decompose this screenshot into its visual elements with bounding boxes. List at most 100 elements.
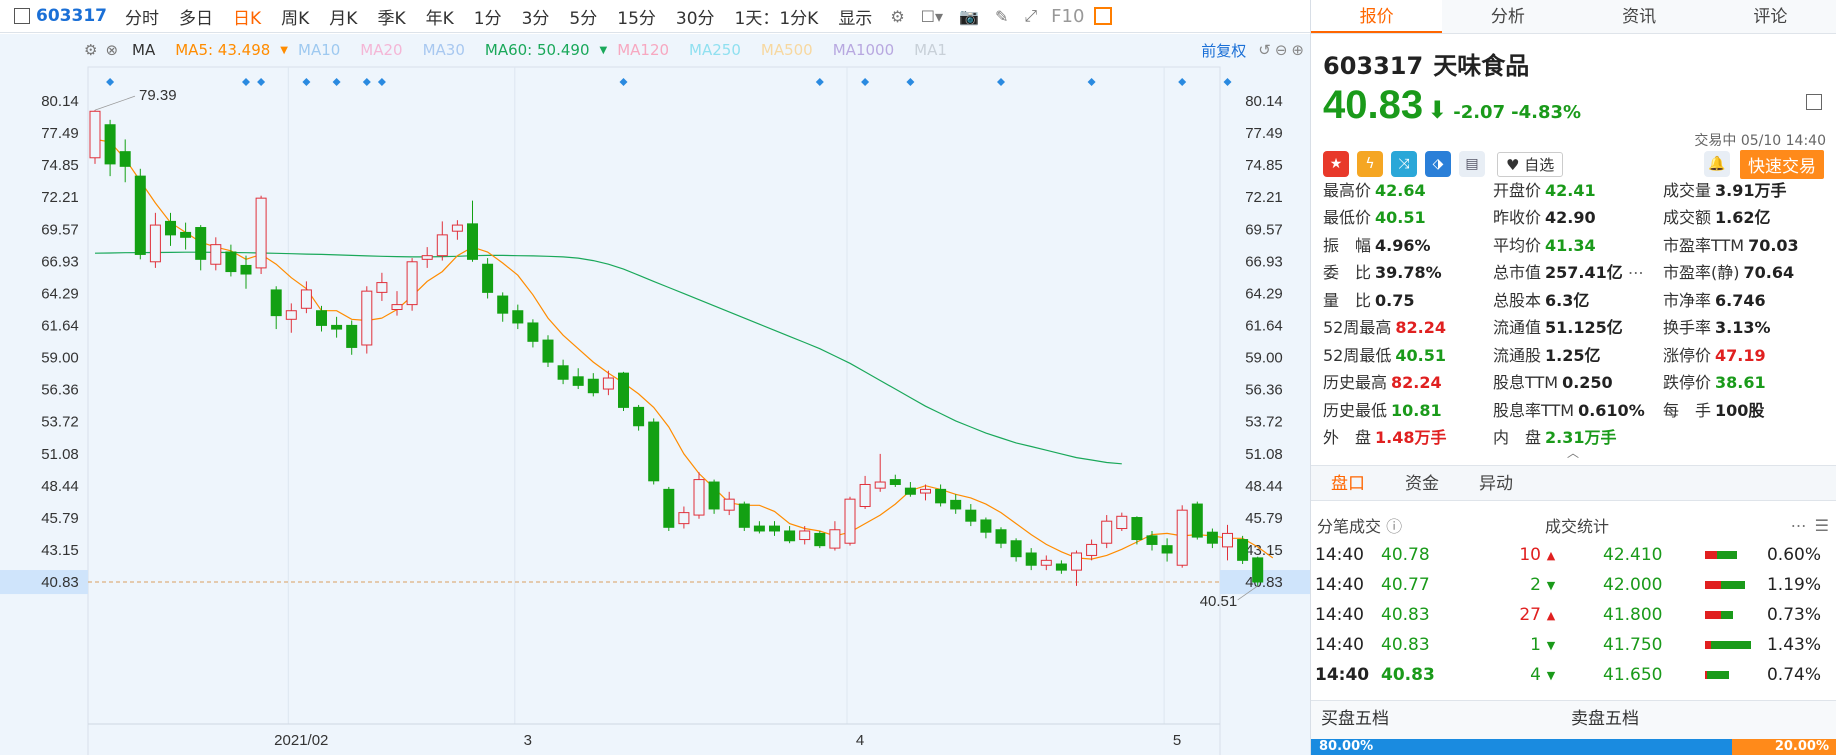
stat-label: 52周最低 [1323, 345, 1392, 365]
period-tab-7[interactable]: 1分 [473, 8, 502, 29]
market-cap-more-icon[interactable]: ⋯ [1622, 263, 1644, 283]
candle-body [1161, 545, 1173, 554]
stat-cell: 涨停价 47.19 [1663, 342, 1833, 366]
tab-quote[interactable]: 报价 [1311, 0, 1443, 33]
stat-label: 市盈率(静) [1663, 263, 1740, 283]
ma30-label[interactable]: MA30 [422, 41, 465, 59]
panel-layout-icon[interactable] [1806, 94, 1822, 110]
stat-pct: 0.74% [1766, 665, 1821, 685]
ma1000-label[interactable]: MA1000 [832, 41, 895, 59]
ma250-label[interactable]: MA250 [689, 41, 741, 59]
bell-icon[interactable]: 🔔 [1704, 151, 1730, 177]
collapse-chevron-icon[interactable]: ︿ [1567, 446, 1580, 460]
ma20-label[interactable]: MA20 [360, 41, 403, 59]
ma1-label[interactable]: MA1 [914, 41, 947, 59]
candle-body [1222, 532, 1233, 548]
stat-label: 涨停价 [1663, 345, 1712, 365]
stat-value: 6.746 [1715, 290, 1766, 310]
sell-volume-bar [1705, 581, 1721, 589]
candle-body [1040, 559, 1052, 566]
period-tab-9[interactable]: 5分 [569, 8, 598, 29]
tab-funds[interactable]: 资金 [1405, 474, 1439, 494]
layout-toggle-icon[interactable] [14, 8, 30, 24]
undo-icon[interactable]: ↺ [1258, 41, 1271, 59]
help-icon[interactable]: ⓘ [1386, 517, 1403, 536]
ma-label[interactable]: MA [132, 41, 156, 59]
ma-settings-icon[interactable]: ⚙ [84, 41, 98, 59]
tab-pankou[interactable]: 盘口 [1331, 474, 1365, 494]
ma120-label[interactable]: MA120 [617, 41, 670, 59]
ma60-dropdown-icon[interactable]: ▼ [599, 44, 608, 56]
lightning-icon[interactable]: ϟ [1357, 151, 1383, 177]
note-icon[interactable]: ▤ [1459, 151, 1485, 177]
candle-body [708, 481, 720, 510]
period-tab-12[interactable]: 1天：1分K [734, 8, 819, 29]
event-marker-icon [377, 78, 386, 86]
candle-body [1237, 539, 1249, 561]
add-watchlist-button[interactable]: ♥ 自选 [1497, 151, 1564, 177]
fuquan-toggle[interactable]: 前复权 [1201, 41, 1247, 60]
f10-button[interactable]: F10 [1051, 5, 1085, 27]
stat-value: 0.250 [1562, 373, 1613, 393]
tag-icon[interactable]: ⬗ [1425, 151, 1451, 177]
tab-news[interactable]: 资讯 [1622, 7, 1657, 27]
candle-body [859, 483, 871, 508]
panel-toggle-icon[interactable] [1094, 7, 1113, 25]
ma5-dropdown-icon[interactable]: ▼ [280, 44, 288, 56]
china-flag-icon[interactable]: ★ [1323, 151, 1349, 177]
period-tab-13[interactable]: 显示 [838, 8, 873, 29]
stat-cell: 振 幅 4.96% [1323, 232, 1493, 256]
period-tab-6[interactable]: 年K [425, 8, 454, 29]
stat-price: 41.750 [1603, 635, 1663, 655]
period-tab-1[interactable]: 多日 [178, 8, 213, 29]
quick-trade-button[interactable]: 快速交易 [1740, 149, 1824, 179]
period-tab-4[interactable]: 月K [329, 8, 358, 29]
stat-cell [1663, 427, 1833, 446]
stat-label: 跌停价 [1663, 373, 1712, 393]
price-change: -2.07 [1453, 102, 1506, 123]
checkbox-dropdown-icon[interactable]: ☐▾ [920, 6, 944, 26]
five-levels-titles: 买盘五档 卖盘五档 [1311, 701, 1836, 731]
shuffle-icon[interactable]: ⤨ [1391, 151, 1417, 177]
stat-value: 10.81 [1391, 400, 1442, 420]
tab-movement[interactable]: 异动 [1479, 474, 1513, 494]
stock-code-label[interactable]: 603317 [36, 6, 107, 26]
zoom-in-icon[interactable]: ⊕ [1291, 41, 1304, 59]
zoom-out-icon[interactable]: ⊖ [1274, 41, 1288, 59]
more-icon[interactable]: ⋯ [1790, 515, 1807, 535]
period-tab-10[interactable]: 15分 [617, 8, 656, 29]
tab-comments[interactable]: 评论 [1753, 7, 1788, 27]
stats-row: 52周最低 40.51 流通股 1.25亿 涨停价 47.19 [1323, 340, 1833, 368]
ma5-value[interactable]: MA5: 43.498 [175, 41, 271, 59]
stat-label: 历史最低 [1323, 400, 1388, 420]
settings-gear-icon[interactable]: ⚙ [890, 6, 905, 26]
ma-close-icon[interactable]: ⊗ [105, 41, 119, 59]
stats-row: 最低价 40.51 昨收价 42.90 成交额 1.62亿 [1323, 203, 1833, 231]
kline-chart-area[interactable]: 80.14 80.14 77.49 77.49 74.85 74.85 72.21 72.21… [0, 34, 1310, 755]
candle-body [467, 223, 478, 260]
period-tab-2[interactable]: 日K [232, 8, 262, 29]
ma-indicator-bar: ⚙ ⊗ MA MA5: 43.498 ▼ MA10 MA20 MA30 MA60… [0, 38, 1310, 62]
stat-value: 6.3亿 [1545, 290, 1590, 310]
ma500-label[interactable]: MA500 [760, 41, 813, 59]
candle-body [874, 481, 886, 489]
camera-icon[interactable]: 📷 [959, 6, 979, 26]
stat-label: 内 盘 [1493, 428, 1542, 448]
pen-draw-icon[interactable]: ✎ [994, 6, 1009, 26]
y-tick-right: 40.83 [1245, 574, 1283, 591]
list-icon[interactable]: ☰ [1814, 515, 1829, 535]
tab-analysis[interactable]: 分析 [1490, 7, 1525, 27]
period-tab-5[interactable]: 季K [377, 8, 406, 29]
period-tab-8[interactable]: 3分 [521, 8, 550, 29]
kline-chart[interactable]: 80.14 80.14 77.49 77.49 74.85 74.85 72.21 72.21… [0, 34, 1310, 755]
period-tab-3[interactable]: 周K [281, 8, 310, 29]
period-tab-11[interactable]: 30分 [675, 8, 715, 29]
ma10-label[interactable]: MA10 [298, 41, 341, 59]
y-tick-left: 45.79 [41, 510, 79, 527]
quote-panel: 报价 分析 资讯 评论 603317 天味食品 40.83 ⬇ -2.07 -4.… [1310, 0, 1836, 755]
candle-body [723, 498, 735, 511]
stat-cell: 内 盘 2.31万手 [1493, 424, 1663, 448]
ma60-value[interactable]: MA60: 50.490 [484, 41, 590, 59]
fullscreen-icon[interactable]: ⤢ [1024, 6, 1038, 25]
period-tab-0[interactable]: 分时 [124, 8, 159, 29]
